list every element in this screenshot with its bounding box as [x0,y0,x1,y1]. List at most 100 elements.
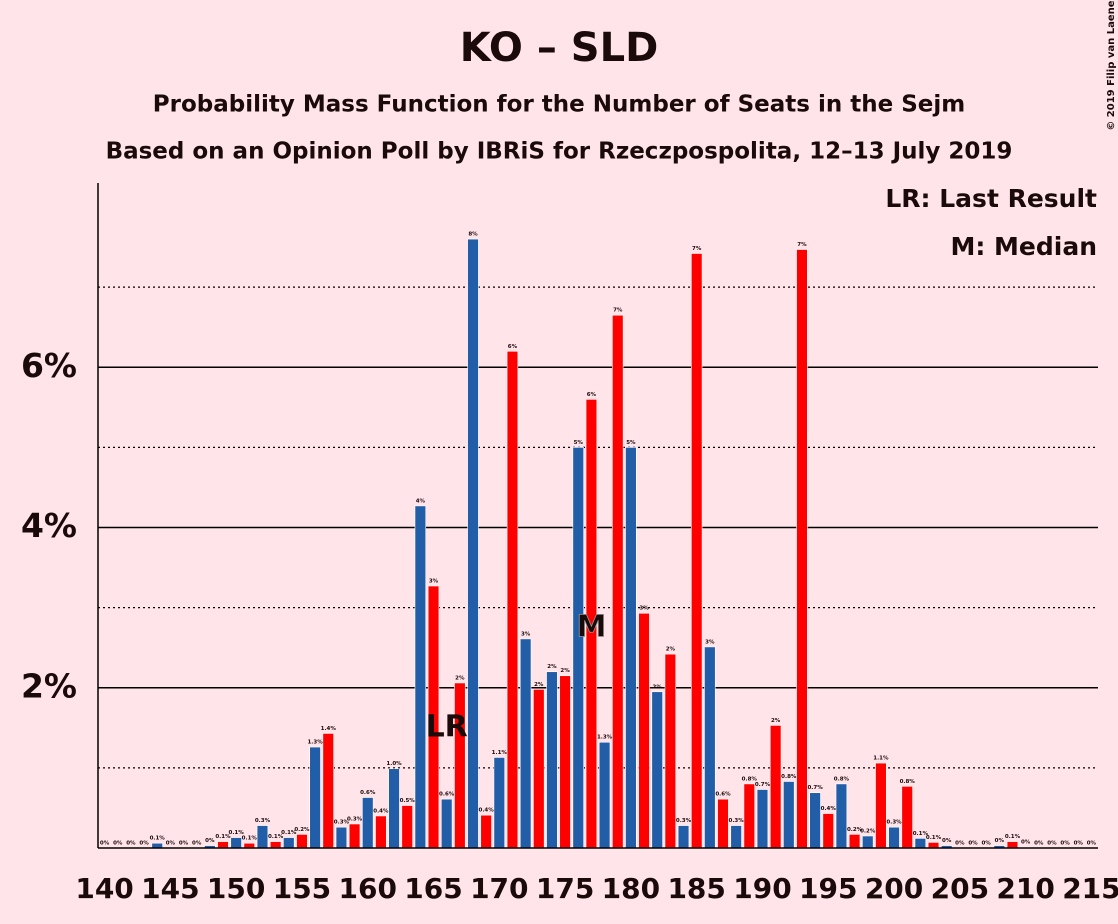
value-label: 0.3% [886,820,902,826]
bar [401,805,413,849]
value-label: 0% [1021,840,1031,846]
y-tick-label: 4% [21,506,77,545]
x-tick-label: 145 [141,872,199,905]
value-label: 0.4% [821,806,837,812]
value-label: 0.8% [834,776,850,782]
bar [717,798,729,849]
value-label: 0.5% [400,798,416,804]
copyright: © 2019 Filip van Laenen [1106,0,1117,131]
value-label: 1.1% [492,750,508,756]
bar [914,838,927,849]
x-tick-label: 205 [931,872,989,905]
value-label: 0% [179,841,189,847]
value-label: 0% [126,841,136,847]
value-label: 0.1% [229,830,245,836]
value-label: 0.6% [715,792,731,798]
value-label: 3% [521,631,531,637]
value-label: 4% [416,498,426,504]
value-label: 0.6% [360,790,376,796]
x-tick-label: 185 [667,872,725,905]
x-tick-label: 190 [733,872,791,905]
value-label: 0.4% [479,808,495,814]
x-tick-label: 195 [799,872,857,905]
value-label: 2% [771,718,781,724]
value-label: 0% [113,841,123,847]
bar [651,691,663,849]
value-label: 1.0% [386,761,402,767]
bar [269,841,282,849]
value-label: 0.8% [781,774,797,780]
value-label: 0.4% [373,808,389,814]
value-label: 1.3% [307,740,323,746]
value-label: 0% [981,841,991,847]
bar [296,834,308,849]
value-label: 0% [1034,841,1044,847]
bar [783,781,795,849]
value-label: 2% [534,682,544,688]
y-tick-label: 6% [21,346,77,385]
x-tick-label: 150 [207,872,265,905]
bar [572,447,584,849]
value-label: 2% [455,675,465,681]
bar [901,786,913,849]
value-label: 0% [968,841,978,847]
value-label: 0.1% [150,836,166,842]
bar [414,505,427,849]
bar [493,757,506,849]
value-label: 6% [587,392,597,398]
bar [796,249,808,849]
bar [309,746,321,849]
bar [638,612,650,849]
bar [283,837,295,849]
value-label: 8% [468,232,478,238]
value-label: 0.2% [294,827,310,833]
value-label: 3% [639,606,649,612]
bar [664,653,677,849]
bar [625,447,637,849]
x-tick-label: 140 [75,872,133,905]
value-label: 5% [626,440,636,446]
bar [559,675,571,849]
value-label: 0.1% [215,834,231,840]
value-label: 7% [613,308,623,314]
bar [677,825,690,849]
value-label: 0% [192,841,202,847]
value-label: 0.2% [860,828,876,834]
value-label: 1.1% [873,756,889,762]
x-tick-label: 170 [470,872,528,905]
bar [506,350,519,849]
value-label: 0% [100,841,110,847]
bar [862,835,874,849]
value-label: 0.7% [755,782,771,788]
value-label: 0.1% [281,830,297,836]
bar [335,826,348,849]
bar [927,842,940,849]
value-label: 5% [574,440,584,446]
bar [348,823,361,849]
value-label: 0.3% [255,818,271,824]
value-label: 0.6% [439,792,455,798]
bar [598,741,611,849]
annotation: LR [426,710,468,745]
bar [769,725,782,849]
annotation: M [576,610,606,645]
bar [375,815,387,849]
x-tick-label: 175 [536,872,594,905]
value-label: 0% [1087,841,1097,847]
legend-entry: M: Median [950,232,1097,261]
bar [454,682,466,849]
bar [730,825,742,849]
x-tick-label: 160 [339,872,397,905]
value-label: 0.1% [913,831,929,837]
bar [690,253,703,849]
bar [743,783,756,849]
value-label: 0% [955,841,965,847]
value-label: 0% [1060,841,1070,847]
value-label: 3% [429,579,439,585]
value-label: 0% [995,838,1005,844]
legend-entry: LR: Last Result [885,184,1097,213]
value-label: 0% [205,838,215,844]
bar [848,834,861,849]
